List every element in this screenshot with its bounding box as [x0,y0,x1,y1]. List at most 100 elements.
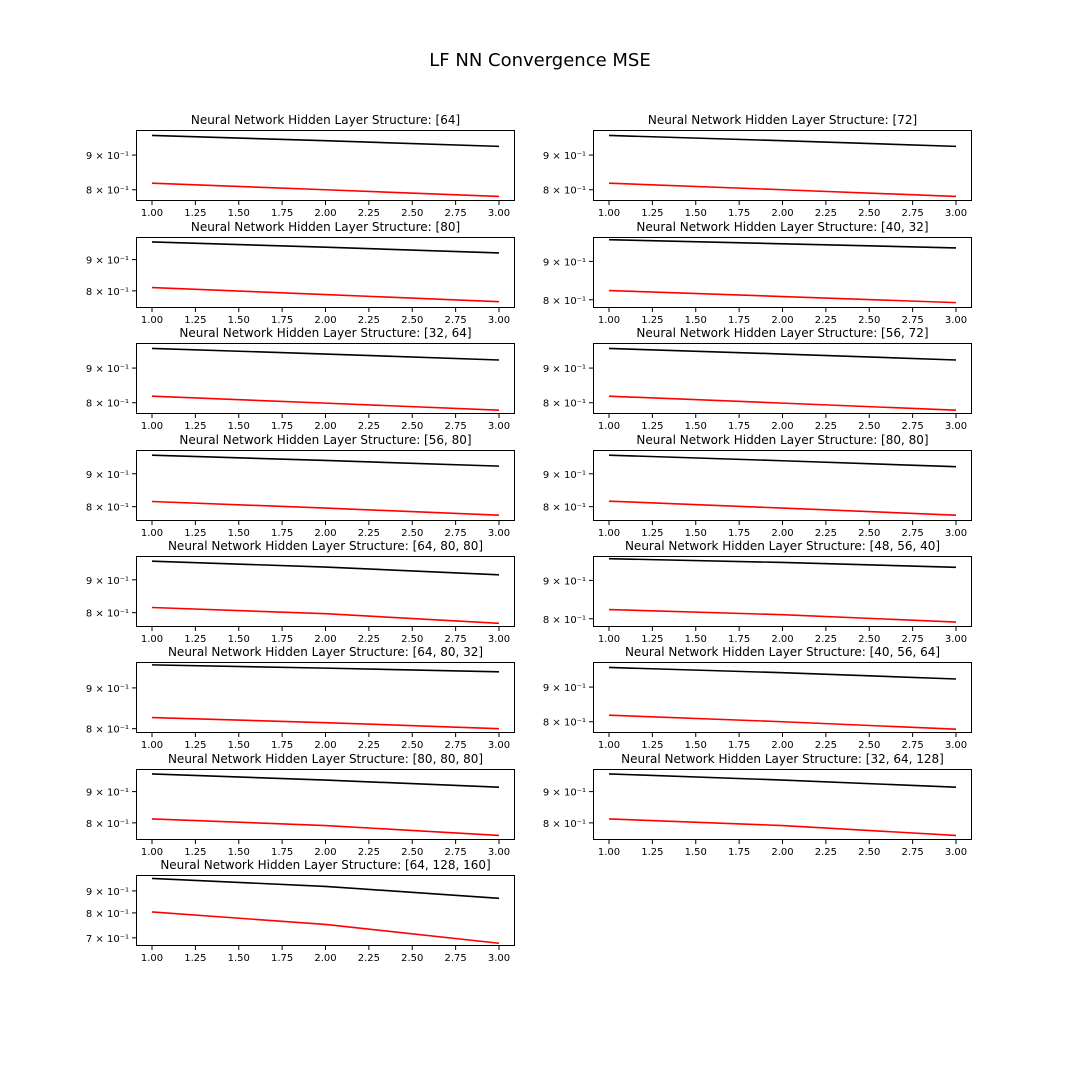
series-line-red [151,500,500,516]
x-tick-label: 3.00 [488,953,510,964]
axes-frame [136,769,515,840]
x-tick-label: 2.75 [444,847,466,858]
x-tick-label: 2.25 [358,847,380,858]
series-line-red [608,714,957,731]
x-tick-label: 3.00 [488,315,510,326]
series-line-red [608,289,957,304]
subplot-title: Neural Network Hidden Layer Structure: [… [168,645,483,659]
x-tick-label: 2.00 [314,740,336,751]
x-tick-label: 3.00 [488,847,510,858]
series-line-black [151,560,500,576]
x-tick-label: 1.00 [141,315,163,326]
x-tick-label: 2.50 [858,528,880,539]
x-tick-label: 1.75 [728,634,750,645]
x-tick-label: 2.00 [314,421,336,432]
y-tick-label: 8 × 10⁻¹ [543,296,586,307]
x-tick-label: 1.00 [598,421,620,432]
x-tick-label: 3.00 [945,740,967,751]
axes-frame [136,556,515,627]
x-tick-label: 1.50 [228,421,250,432]
x-tick-label: 1.50 [228,528,250,539]
y-tick-label: 8 × 10⁻¹ [543,718,586,729]
axes-frame [593,769,972,840]
x-tick-label: 1.50 [685,634,707,645]
x-tick-label: 2.50 [401,847,423,858]
x-tick-label: 1.75 [271,208,293,219]
series-line-red [608,500,957,516]
y-tick-label: 9 × 10⁻¹ [86,470,129,481]
x-tick-label: 1.00 [598,634,620,645]
x-tick-label: 1.75 [271,953,293,964]
x-tick-label: 1.00 [598,208,620,219]
x-tick-label: 1.75 [271,740,293,751]
axes-frame [136,662,515,733]
x-tick-label: 2.50 [858,847,880,858]
series-line-black [608,557,957,569]
axes-frame [136,450,515,521]
axes-frame [136,343,515,414]
series-line-black [608,773,957,789]
x-tick-label: 1.25 [641,634,663,645]
x-tick-label: 3.00 [945,634,967,645]
x-tick-label: 2.50 [401,634,423,645]
figure-title: LF NN Convergence MSE [429,50,651,71]
x-tick-label: 1.50 [228,953,250,964]
x-tick-label: 2.75 [444,528,466,539]
x-tick-label: 2.25 [358,315,380,326]
x-tick-label: 3.00 [488,528,510,539]
x-tick-label: 3.00 [488,421,510,432]
x-tick-label: 1.75 [728,208,750,219]
series-line-red [151,716,500,730]
x-tick-label: 2.25 [815,421,837,432]
x-tick-label: 3.00 [488,208,510,219]
y-tick-label: 8 × 10⁻¹ [543,819,586,830]
x-tick-label: 1.75 [271,847,293,858]
y-tick-label: 8 × 10⁻¹ [86,186,129,197]
x-tick-label: 1.50 [228,634,250,645]
x-tick-label: 1.75 [271,528,293,539]
axes-frame [136,237,515,308]
x-tick-label: 1.00 [141,634,163,645]
series-line-black [151,877,500,900]
x-tick-label: 2.25 [358,528,380,539]
y-tick-label: 8 × 10⁻¹ [86,609,129,620]
x-tick-label: 1.50 [685,528,707,539]
x-tick-label: 2.50 [858,315,880,326]
x-tick-label: 1.50 [228,847,250,858]
x-tick-label: 2.00 [314,528,336,539]
x-tick-label: 1.00 [141,208,163,219]
x-tick-label: 1.75 [728,528,750,539]
x-tick-label: 2.25 [815,315,837,326]
subplot-title: Neural Network Hidden Layer Structure: [… [179,433,471,447]
x-tick-label: 2.75 [444,315,466,326]
subplot-title: Neural Network Hidden Layer Structure: [… [160,858,490,872]
subplot-title: Neural Network Hidden Layer Structure: [… [191,113,460,127]
x-tick-label: 1.50 [685,315,707,326]
x-tick-label: 2.75 [444,208,466,219]
series-line-red [151,182,500,198]
x-tick-label: 2.00 [771,421,793,432]
x-tick-label: 2.00 [771,634,793,645]
y-tick-label: 9 × 10⁻¹ [86,151,129,162]
x-tick-label: 1.00 [141,528,163,539]
series-line-black [151,347,500,361]
x-tick-label: 2.75 [444,421,466,432]
x-tick-label: 1.00 [598,847,620,858]
x-tick-label: 1.25 [184,421,206,432]
series-line-black [608,238,957,249]
series-line-black [151,241,500,254]
x-tick-label: 1.25 [641,847,663,858]
series-line-black [151,454,500,467]
y-tick-label: 8 × 10⁻¹ [86,399,129,410]
x-tick-label: 1.25 [184,208,206,219]
x-tick-label: 2.50 [401,421,423,432]
x-tick-label: 2.75 [444,953,466,964]
x-tick-label: 1.75 [728,315,750,326]
y-tick-label: 9 × 10⁻¹ [543,470,586,481]
y-tick-label: 8 × 10⁻¹ [543,186,586,197]
x-tick-label: 1.50 [685,421,707,432]
x-tick-label: 2.00 [771,740,793,751]
x-tick-label: 2.00 [314,315,336,326]
x-tick-label: 2.00 [771,208,793,219]
